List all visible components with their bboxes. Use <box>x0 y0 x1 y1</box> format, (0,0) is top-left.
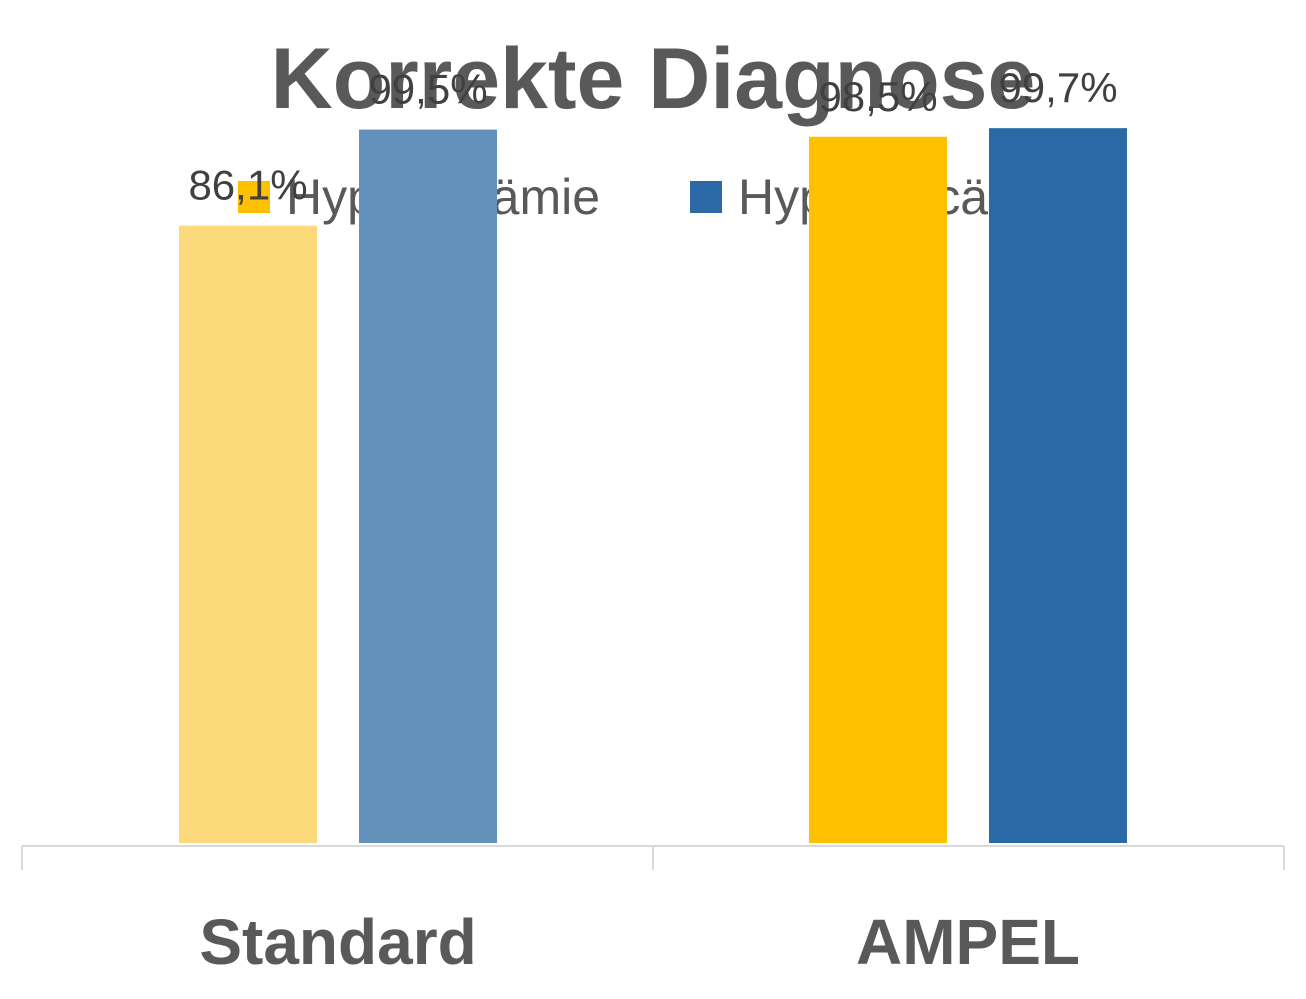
legend-swatch-hypocalcaemie <box>238 181 270 213</box>
data-label: 99,7% <box>998 64 1117 111</box>
data-label: 99,5% <box>368 66 487 113</box>
category-label-ampel: AMPEL <box>856 906 1080 978</box>
bar-ampel-hypocalcaemie <box>809 136 947 843</box>
bars-group <box>179 128 1127 844</box>
bar-standard-hypocalcaemie <box>179 225 317 844</box>
category-label-standard: Standard <box>199 906 476 978</box>
legend-swatch-hypercalcaemie <box>690 181 722 213</box>
data-label: 86,1% <box>188 162 307 209</box>
data-labels-group: 86,1% 99,5% 98,5% 99,7% <box>188 64 1117 209</box>
bar-standard-hypercalcaemie <box>359 129 497 843</box>
category-labels-group: Standard AMPEL <box>199 906 1080 978</box>
bar-ampel-hypercalcaemie <box>989 128 1127 843</box>
data-label: 98,5% <box>818 73 937 120</box>
x-axis <box>21 845 1285 870</box>
chart-title: Korrekte Diagnose <box>271 31 1036 127</box>
